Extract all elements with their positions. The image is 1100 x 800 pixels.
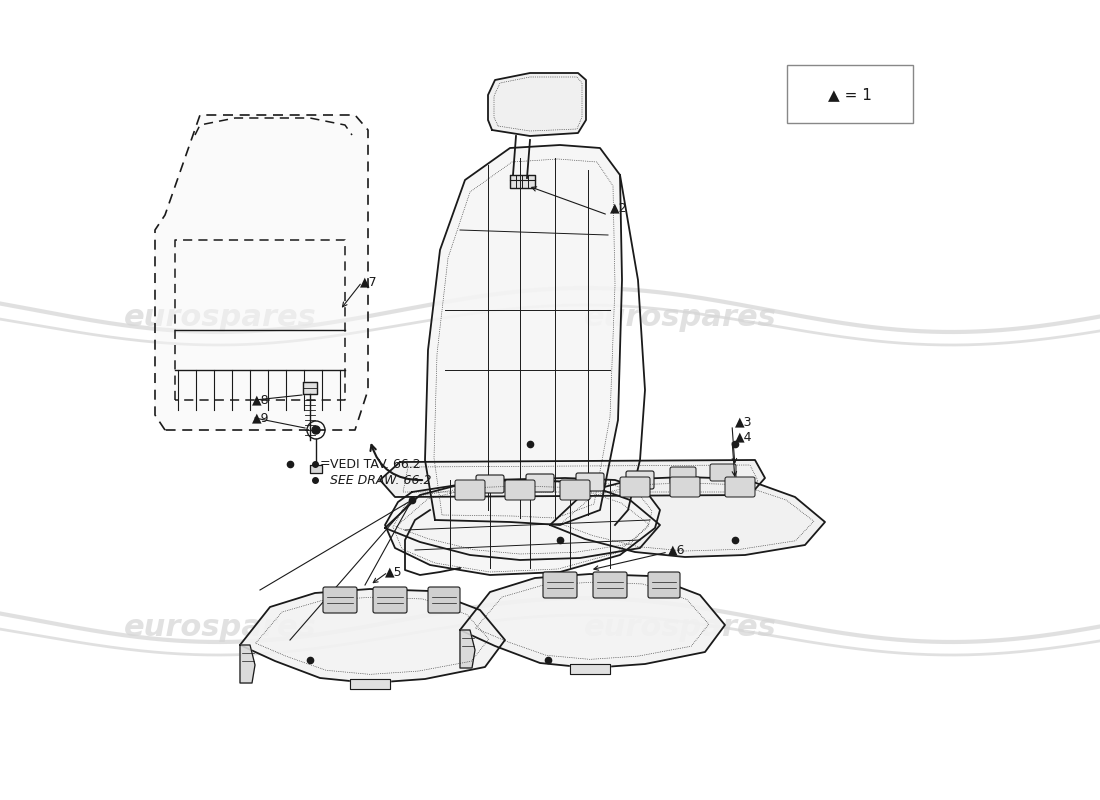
FancyBboxPatch shape bbox=[725, 477, 755, 497]
Polygon shape bbox=[350, 679, 390, 689]
Text: eurospares: eurospares bbox=[123, 614, 317, 642]
Polygon shape bbox=[460, 630, 475, 668]
FancyBboxPatch shape bbox=[476, 475, 504, 493]
Polygon shape bbox=[570, 664, 611, 674]
FancyBboxPatch shape bbox=[428, 587, 460, 613]
Text: =: = bbox=[320, 458, 331, 470]
Text: ▲7: ▲7 bbox=[360, 275, 377, 289]
FancyBboxPatch shape bbox=[670, 467, 696, 484]
FancyBboxPatch shape bbox=[505, 480, 535, 500]
Polygon shape bbox=[155, 115, 368, 430]
Circle shape bbox=[312, 426, 320, 434]
Text: eurospares: eurospares bbox=[584, 614, 777, 642]
FancyBboxPatch shape bbox=[373, 587, 407, 613]
Polygon shape bbox=[240, 645, 255, 683]
FancyBboxPatch shape bbox=[648, 572, 680, 598]
Text: SEE DRAW. 66.2: SEE DRAW. 66.2 bbox=[330, 474, 431, 486]
FancyBboxPatch shape bbox=[786, 65, 913, 123]
Text: eurospares: eurospares bbox=[584, 303, 777, 333]
Text: eurospares: eurospares bbox=[123, 303, 317, 333]
FancyBboxPatch shape bbox=[576, 473, 604, 491]
Text: ▲ = 1: ▲ = 1 bbox=[828, 87, 872, 102]
Polygon shape bbox=[425, 145, 622, 525]
Polygon shape bbox=[385, 478, 660, 575]
Text: ▲6: ▲6 bbox=[668, 543, 685, 557]
Polygon shape bbox=[379, 460, 764, 497]
Polygon shape bbox=[385, 480, 660, 560]
FancyBboxPatch shape bbox=[323, 587, 358, 613]
FancyBboxPatch shape bbox=[670, 477, 700, 497]
FancyBboxPatch shape bbox=[560, 480, 590, 500]
FancyBboxPatch shape bbox=[526, 474, 554, 492]
FancyBboxPatch shape bbox=[620, 477, 650, 497]
FancyBboxPatch shape bbox=[593, 572, 627, 598]
FancyBboxPatch shape bbox=[710, 464, 736, 481]
Text: ▲4: ▲4 bbox=[735, 430, 752, 443]
Text: ▲5: ▲5 bbox=[385, 566, 403, 578]
Text: ▲9: ▲9 bbox=[252, 411, 270, 425]
Text: ▲2: ▲2 bbox=[610, 202, 627, 214]
Polygon shape bbox=[240, 589, 505, 683]
Polygon shape bbox=[550, 477, 825, 557]
FancyBboxPatch shape bbox=[626, 471, 654, 489]
Text: ▲8: ▲8 bbox=[252, 394, 270, 406]
Text: ▲3: ▲3 bbox=[735, 415, 752, 429]
Polygon shape bbox=[302, 382, 317, 394]
Text: VEDI TAV. 66.2: VEDI TAV. 66.2 bbox=[330, 458, 420, 470]
Polygon shape bbox=[488, 73, 586, 136]
Polygon shape bbox=[310, 465, 322, 473]
FancyBboxPatch shape bbox=[455, 480, 485, 500]
Polygon shape bbox=[460, 574, 725, 668]
Polygon shape bbox=[510, 175, 535, 188]
FancyBboxPatch shape bbox=[543, 572, 578, 598]
